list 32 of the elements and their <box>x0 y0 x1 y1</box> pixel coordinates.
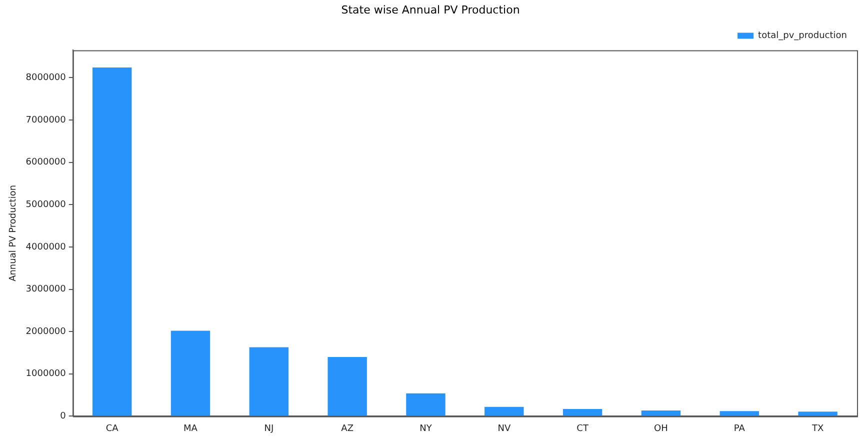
legend-label: total_pv_production <box>758 31 848 42</box>
bar <box>798 412 838 416</box>
x-tick-label: AZ <box>341 424 354 434</box>
y-tick-label: 4000000 <box>26 242 66 252</box>
chart-title: State wise Annual PV Production <box>341 3 520 16</box>
bar <box>562 409 602 416</box>
bar <box>92 68 132 416</box>
y-axis-title: Annual PV Production <box>8 184 19 282</box>
y-tick-label: 8000000 <box>26 73 66 84</box>
y-tick-label: 7000000 <box>26 115 66 126</box>
y-tick-label: 1000000 <box>26 369 66 380</box>
x-tick-label: TX <box>810 424 824 434</box>
y-tick-label: 3000000 <box>26 284 66 295</box>
y-tick-label: 2000000 <box>26 326 66 337</box>
x-tick-label: MA <box>184 424 198 434</box>
x-tick-label: CT <box>576 424 589 434</box>
y-tick-label: 6000000 <box>26 158 66 168</box>
bar <box>328 356 367 416</box>
x-tick-label: NJ <box>264 424 274 434</box>
bar <box>720 411 759 416</box>
bar <box>406 393 446 416</box>
y-tick-label: 0 <box>60 412 66 422</box>
bar <box>170 330 210 416</box>
x-tick-label: NV <box>498 424 512 434</box>
bar <box>484 406 524 416</box>
x-tick-label: CA <box>106 424 120 434</box>
y-tick-label: 5000000 <box>26 200 66 210</box>
bar <box>249 347 289 416</box>
x-tick-label: OH <box>654 424 668 434</box>
x-tick-label: PA <box>734 424 746 434</box>
bar <box>641 410 681 416</box>
x-tick-label: NY <box>420 424 432 434</box>
